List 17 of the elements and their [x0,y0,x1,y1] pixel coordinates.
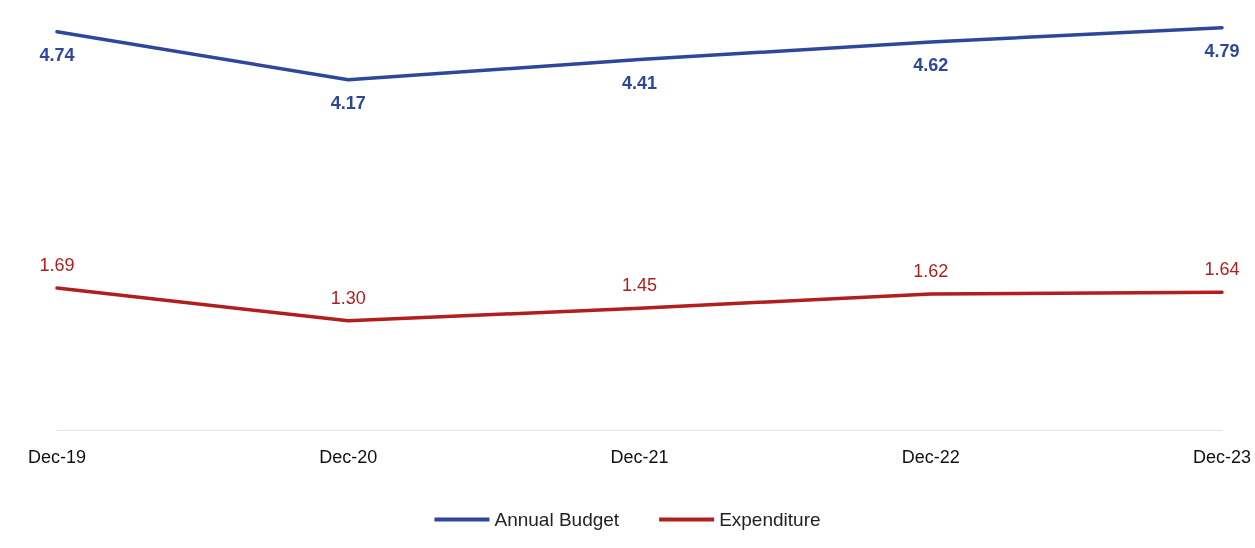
data-label: 1.62 [913,260,949,281]
data-label: 4.79 [1204,40,1240,61]
x-tick-label: Dec-21 [610,447,669,467]
legend-label: Expenditure [719,509,821,530]
data-label: 4.62 [913,54,949,75]
data-label: 1.64 [1204,259,1240,280]
data-label: 1.69 [39,255,75,276]
x-tick-label: Dec-20 [319,447,378,467]
data-label: 4.17 [330,92,366,113]
x-tick-label: Dec-19 [27,447,87,467]
data-label: 1.30 [330,287,366,308]
x-tick-label: Dec-22 [901,447,960,467]
x-tick-label: Dec-23 [1192,447,1252,467]
data-label: 4.74 [39,44,75,65]
data-label: 1.45 [621,275,658,296]
data-label: 4.41 [621,72,658,93]
legend-label: Annual Budget [494,509,620,530]
